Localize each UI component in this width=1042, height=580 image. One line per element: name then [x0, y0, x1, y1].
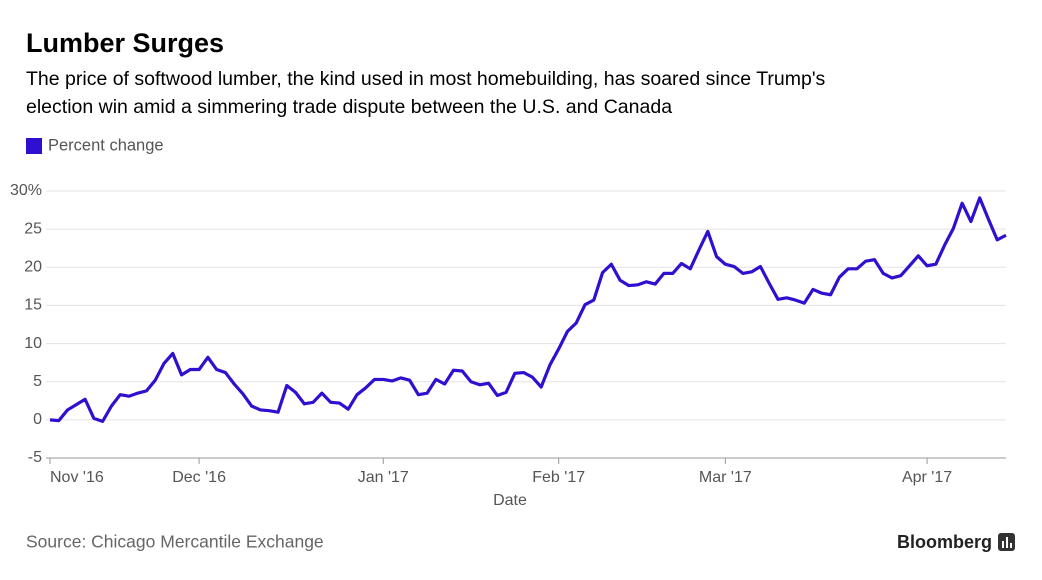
line [49, 196, 1007, 423]
y-tick-label: 0 [33, 411, 42, 428]
chart-subtitle: election win amid a simmering trade disp… [26, 96, 672, 118]
x-tick-label: Mar '17 [699, 469, 752, 486]
y-tick-label: 30% [10, 182, 42, 199]
x-tick-label: Apr '17 [902, 469, 952, 486]
brand: Bloomberg [897, 532, 992, 552]
chart-title: Lumber Surges [26, 28, 224, 58]
source: Source: Chicago Mercantile Exchange [26, 532, 324, 552]
y-tick-label: 5 [33, 373, 42, 390]
x-axis-label: Date [493, 492, 527, 509]
x-tick-label: Dec '16 [172, 469, 226, 486]
y-tick-label: 15 [24, 297, 42, 314]
legend-swatch [26, 138, 42, 154]
y-tick-label: 25 [24, 220, 42, 237]
x-tick-label: Jan '17 [358, 469, 409, 486]
x-tick-label: Nov '16 [50, 469, 104, 486]
legend-label: Percent change [48, 136, 164, 154]
y-tick-label: 10 [24, 335, 42, 352]
y-tick-label: -5 [28, 449, 42, 466]
brand-icon [998, 533, 1015, 551]
chart-subtitle: The price of softwood lumber, the kind u… [26, 68, 826, 90]
x-tick-label: Feb '17 [532, 469, 585, 486]
y-tick-label: 20 [24, 259, 42, 276]
